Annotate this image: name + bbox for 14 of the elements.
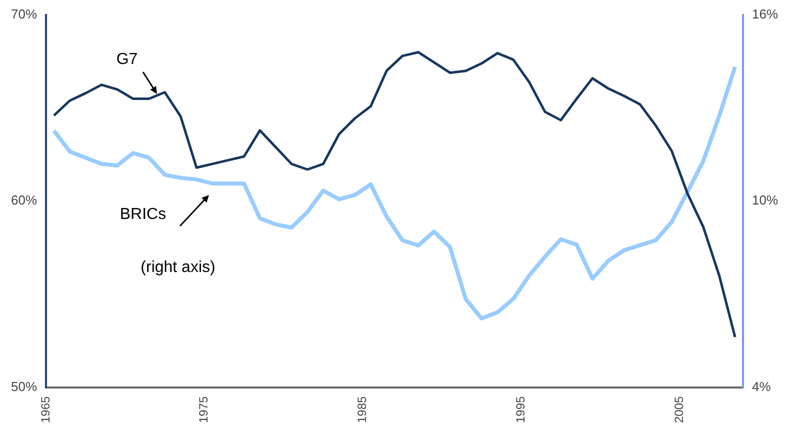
annotation: (right axis): [140, 259, 216, 277]
x-tick-label: 1985: [355, 396, 370, 424]
x-tick-label: 1975: [196, 396, 211, 424]
y2-tick-label: 4%: [752, 378, 772, 394]
x-tick-label: 1995: [514, 396, 528, 424]
annotation: BRICs: [120, 206, 166, 224]
y-tick-label: 70%: [10, 6, 38, 22]
x-tick-label: 2005: [672, 396, 686, 424]
y2-tick-label: 16%: [752, 6, 778, 22]
x-tick-label: 1965: [38, 396, 52, 424]
y2-tick-label: 10%: [752, 192, 778, 208]
y-tick-label: 50%: [10, 378, 38, 394]
y-tick-label: 60%: [10, 192, 38, 208]
annotation: G7: [116, 51, 138, 69]
